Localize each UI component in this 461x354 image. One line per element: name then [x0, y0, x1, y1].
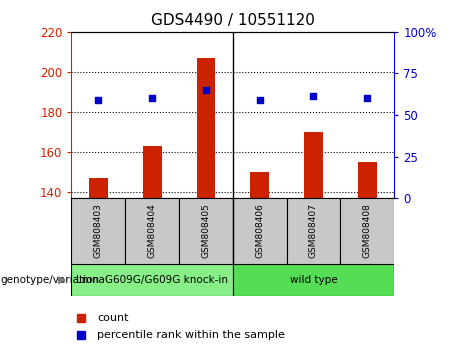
Point	[202, 87, 210, 93]
Bar	[143, 146, 161, 198]
Text: LmnaG609G/G609G knock-in: LmnaG609G/G609G knock-in	[76, 275, 228, 285]
Text: GSM808405: GSM808405	[201, 204, 210, 258]
Text: ▶: ▶	[59, 275, 67, 285]
Bar	[233, 198, 287, 264]
Point	[310, 93, 317, 99]
Text: GSM808408: GSM808408	[363, 204, 372, 258]
Bar	[196, 58, 215, 198]
Bar	[233, 264, 394, 296]
Bar	[179, 198, 233, 264]
Text: genotype/variation: genotype/variation	[0, 275, 99, 285]
Bar	[304, 132, 323, 198]
Title: GDS4490 / 10551120: GDS4490 / 10551120	[151, 13, 315, 28]
Text: GSM808403: GSM808403	[94, 204, 103, 258]
Text: GSM808404: GSM808404	[148, 204, 157, 258]
Bar	[71, 264, 233, 296]
Bar	[287, 198, 340, 264]
Bar	[250, 172, 269, 198]
Bar	[71, 198, 125, 264]
Bar	[125, 198, 179, 264]
Bar	[89, 178, 108, 198]
Bar	[358, 162, 377, 198]
Text: percentile rank within the sample: percentile rank within the sample	[97, 330, 285, 339]
Point	[256, 97, 263, 103]
Text: count: count	[97, 313, 129, 323]
Point	[364, 95, 371, 101]
Bar	[340, 198, 394, 264]
Text: wild type: wild type	[290, 275, 337, 285]
Point	[95, 97, 102, 103]
Text: GSM808406: GSM808406	[255, 204, 264, 258]
Point	[148, 95, 156, 101]
Text: GSM808407: GSM808407	[309, 204, 318, 258]
